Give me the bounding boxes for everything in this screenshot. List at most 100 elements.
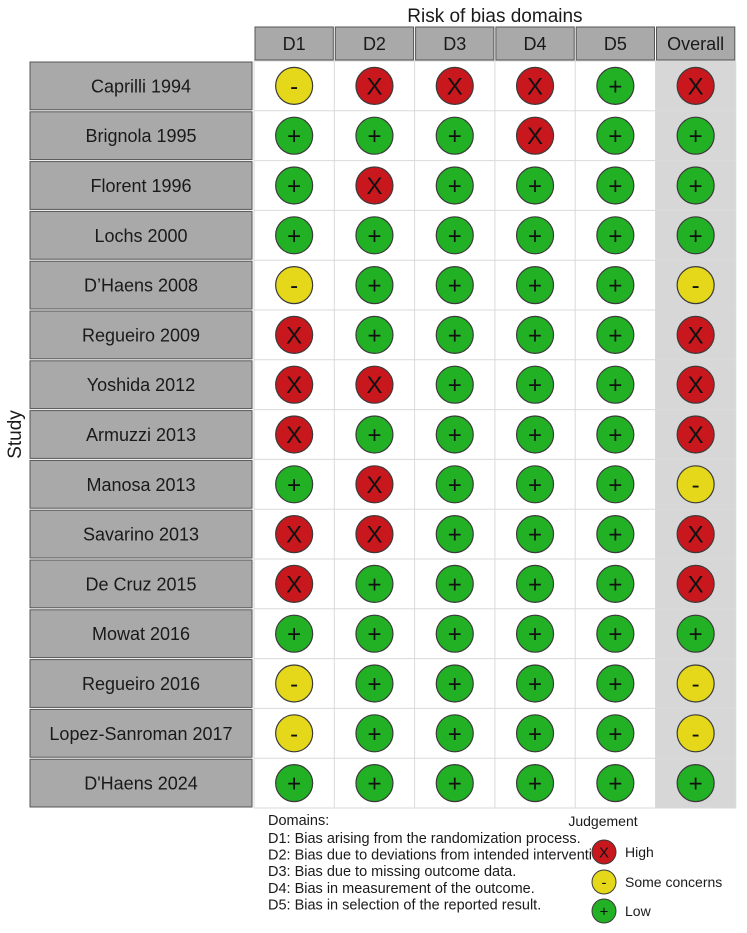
- column-header-label: D1: [283, 34, 306, 54]
- judgement-low-mark: [596, 614, 635, 653]
- domain-description: D4: Bias in measurement of the outcome.: [268, 881, 535, 897]
- judgement-symbol: -: [290, 721, 298, 748]
- column-header-cell: [415, 26, 495, 61]
- judgement-symbol: +: [608, 522, 622, 549]
- judgement-symbol: +: [689, 173, 703, 200]
- judgement-symbol: +: [367, 771, 381, 798]
- judgement-some-mark: [676, 664, 715, 703]
- judgement-some-mark: [676, 465, 715, 504]
- judgement-high-mark: [676, 514, 715, 554]
- judgement-low-mark: [596, 315, 635, 354]
- domain-description: D3: Bias due to missing outcome data.: [268, 864, 516, 880]
- judgement-symbol: X: [366, 173, 382, 200]
- study-label: Savarino 2013: [83, 525, 199, 545]
- study-label: Florent 1996: [90, 176, 191, 196]
- column-header-label: Overall: [667, 34, 724, 54]
- judgement-symbol: +: [689, 223, 703, 250]
- judgement-symbol: X: [688, 372, 704, 399]
- judgement-low-mark: [515, 714, 555, 753]
- judgement-symbol: +: [448, 671, 462, 698]
- judgement-low-mark: [275, 116, 314, 155]
- judgement-low-mark: [435, 266, 474, 305]
- judgement-symbol: X: [688, 522, 704, 549]
- judgement-symbol: +: [287, 223, 301, 250]
- judgement-low-mark: [596, 415, 635, 454]
- study-label-cell: [29, 260, 253, 310]
- judgement-symbol: +: [608, 223, 622, 250]
- judgement-low-mark: [515, 664, 555, 703]
- study-label: Lopez-Sanroman 2017: [49, 724, 232, 744]
- study-label: Yoshida 2012: [87, 375, 195, 395]
- judgement-symbol: +: [448, 123, 462, 150]
- study-label: Caprilli 1994: [91, 76, 191, 96]
- judgement-low-mark: [596, 714, 635, 753]
- judgement-low-mark: [515, 266, 555, 305]
- judgement-symbol: +: [608, 173, 622, 200]
- judgement-some-mark: [275, 266, 314, 305]
- judgement-low-mark: [515, 415, 555, 454]
- domain-description: D2: Bias due to deviations from intended…: [268, 848, 612, 864]
- column-header-cell: [254, 26, 334, 61]
- judgement-low-mark: [435, 664, 474, 703]
- judgement-symbol: +: [528, 621, 542, 648]
- study-label-cell: [29, 659, 253, 708]
- judgement-symbol: X: [286, 322, 302, 349]
- judgement-low-mark: [355, 564, 394, 604]
- judgement-symbol: +: [448, 571, 462, 598]
- study-label-cell: [29, 758, 253, 808]
- study-label-cell: [29, 410, 253, 459]
- judgement-symbol: +: [608, 422, 622, 449]
- judgement-symbol: +: [528, 422, 542, 449]
- judgement-low-mark: [515, 166, 555, 205]
- judgement-symbol: +: [367, 223, 381, 250]
- judgement-high-mark: [275, 564, 314, 604]
- study-label-cell: [29, 310, 253, 360]
- judgement-low-mark: [435, 365, 474, 404]
- judgement-symbol: X: [688, 322, 704, 349]
- judgement-low-mark: [275, 166, 314, 205]
- legend-some-mark: [591, 869, 617, 895]
- legend-title: Judgement: [568, 813, 637, 829]
- judgement-low-mark: [676, 614, 715, 653]
- judgement-some-mark: [275, 66, 314, 106]
- judgement-high-mark: [355, 465, 394, 504]
- judgement-symbol: +: [608, 621, 622, 648]
- study-label: Regueiro 2016: [82, 674, 200, 694]
- study-label-cell: [29, 161, 253, 210]
- study-label: D’Haens 2008: [84, 276, 198, 296]
- column-header-label: D2: [363, 34, 386, 54]
- judgement-low-mark: [435, 514, 474, 554]
- judgement-symbol: +: [689, 621, 703, 648]
- judgement-high-mark: [275, 365, 314, 404]
- judgement-low-mark: [596, 266, 635, 305]
- judgement-high-mark: [676, 66, 715, 106]
- study-label-cell: [29, 609, 253, 659]
- judgement-symbol: +: [528, 472, 542, 499]
- domain-description: D1: Bias arising from the randomization …: [268, 831, 581, 847]
- judgement-high-mark: [676, 315, 715, 354]
- judgement-low-mark: [596, 514, 635, 554]
- judgement-low-mark: [676, 166, 715, 205]
- study-label: D'Haens 2024: [84, 774, 198, 794]
- study-label-cell: [29, 708, 253, 758]
- column-header-cell: [656, 26, 736, 61]
- judgement-symbol: +: [367, 721, 381, 748]
- judgement-low-mark: [275, 614, 314, 653]
- judgement-symbol: X: [286, 571, 302, 598]
- judgement-low-mark: [515, 315, 555, 354]
- judgement-symbol: X: [286, 422, 302, 449]
- judgement-low-mark: [355, 315, 394, 354]
- judgement-high-mark: [676, 564, 715, 604]
- column-header-label: D5: [604, 34, 627, 54]
- judgement-symbol: +: [608, 771, 622, 798]
- judgement-low-mark: [355, 116, 394, 155]
- judgement-symbol: +: [608, 73, 622, 100]
- judgement-low-mark: [355, 415, 394, 454]
- judgement-symbol: +: [448, 472, 462, 499]
- legend-symbol: -: [602, 875, 607, 892]
- legend-label: Low: [625, 903, 652, 919]
- judgement-symbol: +: [287, 123, 301, 150]
- judgement-symbol: +: [528, 372, 542, 399]
- judgement-low-mark: [676, 763, 715, 803]
